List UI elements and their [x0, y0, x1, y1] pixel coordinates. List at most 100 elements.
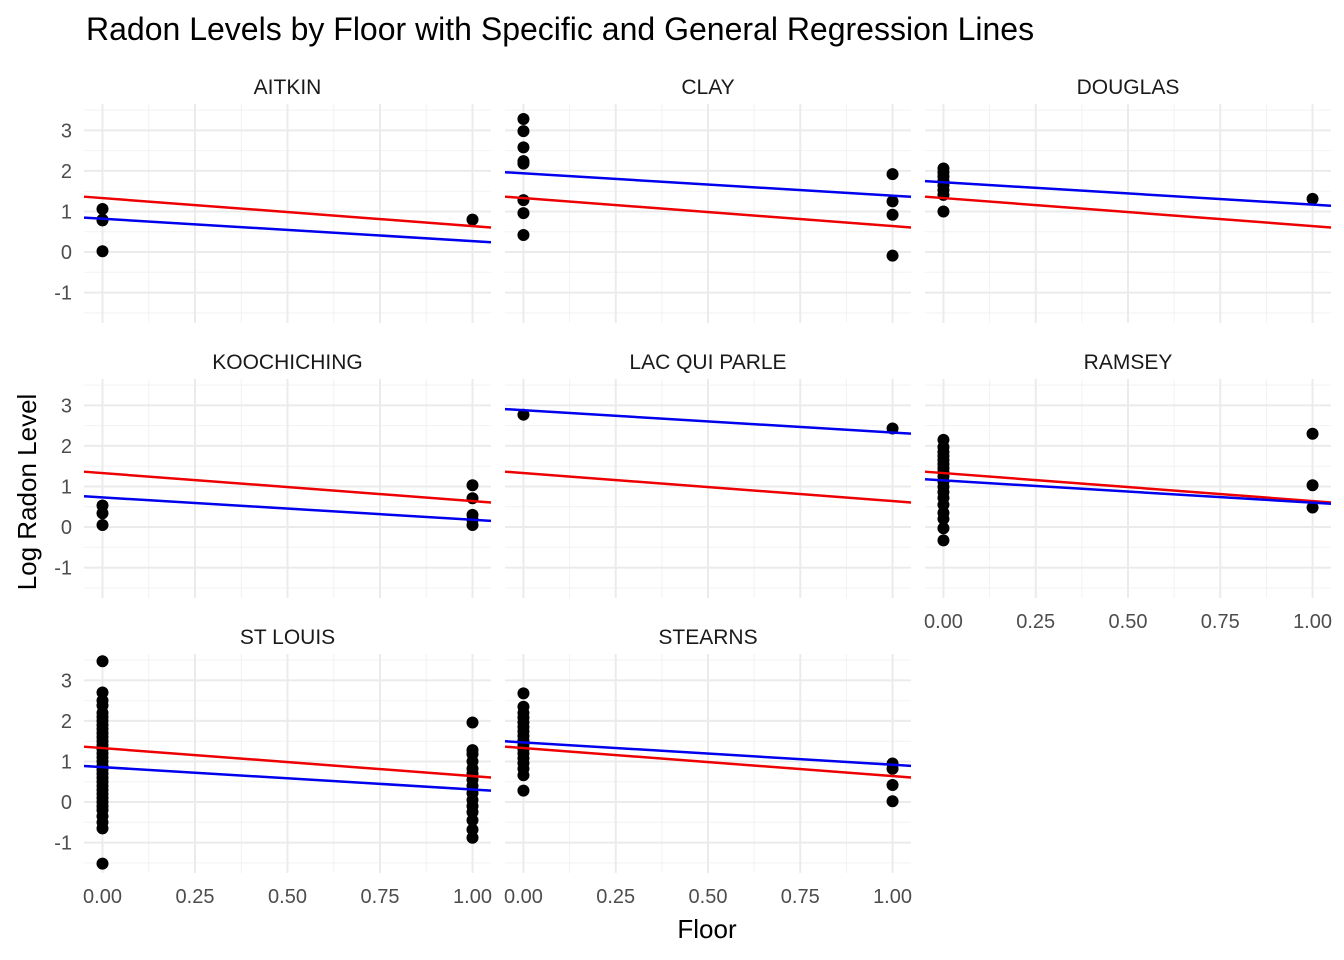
data-point — [96, 519, 109, 531]
x-tick-label: 0.25 — [176, 886, 215, 908]
facet-strip-label: STEARNS — [658, 626, 757, 649]
data-point — [517, 141, 530, 154]
facet-stearns: STEARNS 0.00 0.25 0.50 0.75 1.00 — [504, 626, 912, 908]
data-point — [466, 213, 479, 226]
x-tick-label: 0.00 — [504, 886, 543, 908]
x-tick-label: 1.00 — [873, 886, 912, 908]
data-point — [96, 822, 109, 835]
specific-regression-line — [504, 407, 912, 435]
x-tick-label: 0.50 — [689, 886, 728, 908]
data-point — [96, 203, 109, 216]
y-tick-label: 3 — [61, 395, 72, 417]
data-point — [517, 784, 530, 797]
facet-strip-label: RAMSEY — [1084, 351, 1173, 374]
x-tick-label: 0.50 — [268, 886, 307, 908]
data-point — [517, 408, 530, 421]
facet-aitkin: AITKIN -1 0 1 2 3 — [54, 76, 492, 323]
specific-regression-line — [83, 764, 492, 792]
x-tick-label: 0.00 — [924, 611, 963, 633]
data-point — [1306, 427, 1319, 440]
data-point — [937, 522, 950, 535]
general-regression-line — [504, 745, 912, 779]
data-point — [886, 168, 899, 181]
facet-ramsey: RAMSEY 0.00 0.25 0.50 0.75 1.00 — [924, 351, 1332, 633]
data-point — [1306, 479, 1319, 492]
x-tick-label: 0.00 — [83, 886, 122, 908]
data-point — [517, 113, 530, 126]
data-point — [466, 831, 479, 844]
y-tick-label: -1 — [54, 558, 72, 580]
data-point — [517, 157, 530, 170]
facet-lac-qui-parle: LAC QUI PARLE — [504, 351, 912, 598]
facet-clay: CLAY — [504, 76, 912, 323]
general-regression-line — [924, 195, 1332, 229]
data-point — [517, 194, 530, 207]
facet-strip-label: ST LOUIS — [240, 626, 335, 649]
specific-regression-line — [504, 740, 912, 768]
general-regression-line — [504, 470, 912, 504]
facet-strip-label: DOUGLAS — [1077, 76, 1180, 99]
data-point — [1306, 192, 1319, 205]
y-tick-label: 1 — [61, 751, 72, 773]
data-point — [517, 687, 530, 700]
facet-strip-label: KOOCHICHING — [212, 351, 363, 374]
specific-regression-line — [83, 495, 492, 523]
y-axis-label: Log Radon Level — [12, 394, 42, 591]
specific-regression-line — [924, 478, 1332, 506]
y-tick-label: -1 — [54, 833, 72, 855]
data-point — [96, 655, 109, 668]
y-tick-label: -1 — [54, 283, 72, 305]
data-point — [96, 507, 109, 520]
data-point — [96, 245, 109, 258]
y-tick-label: 0 — [61, 517, 72, 539]
data-point — [466, 479, 479, 492]
y-tick-label: 2 — [61, 161, 72, 183]
facet-panels: AITKIN -1 0 1 2 3 CLAY DOUGLAS KOOCHICHING -1 0 1 2 3… — [54, 76, 1332, 908]
x-tick-label: 1.00 — [1293, 611, 1332, 633]
facet-strip-label: CLAY — [681, 76, 734, 99]
x-tick-label: 0.50 — [1109, 611, 1148, 633]
y-tick-label: 3 — [61, 670, 72, 692]
x-tick-label: 0.25 — [1016, 611, 1055, 633]
data-point — [96, 214, 109, 227]
x-tick-label: 0.75 — [781, 886, 820, 908]
facet-st-louis: ST LOUIS -1 0 1 2 3 0.00 0.25 0.50 0.75 1.00 — [54, 626, 492, 908]
facet-koochiching: KOOCHICHING -1 0 1 2 3 — [54, 351, 492, 598]
x-tick-label: 1.00 — [453, 886, 492, 908]
y-tick-label: 2 — [61, 711, 72, 733]
x-tick-label: 0.75 — [361, 886, 400, 908]
data-point — [466, 716, 479, 729]
x-tick-label: 0.25 — [596, 886, 635, 908]
general-regression-line — [924, 470, 1332, 504]
data-point — [517, 125, 530, 138]
facet-strip-label: LAC QUI PARLE — [629, 351, 786, 374]
general-regression-line — [83, 195, 492, 229]
data-point — [517, 207, 530, 220]
y-tick-label: 1 — [61, 476, 72, 498]
data-point — [466, 519, 479, 531]
specific-regression-line — [924, 179, 1332, 207]
specific-regression-line — [83, 216, 492, 244]
x-axis-label: Floor — [677, 914, 737, 944]
specific-regression-line — [504, 170, 912, 199]
y-tick-label: 3 — [61, 120, 72, 142]
chart-title: Radon Levels by Floor with Specific and … — [86, 11, 1034, 47]
facet-douglas: DOUGLAS — [924, 76, 1332, 323]
y-tick-label: 0 — [61, 242, 72, 264]
data-point — [937, 534, 950, 547]
data-point — [466, 814, 479, 827]
general-regression-line — [83, 470, 492, 504]
data-point — [886, 195, 899, 208]
x-tick-label: 0.75 — [1201, 611, 1240, 633]
y-tick-label: 1 — [61, 201, 72, 223]
data-point — [886, 795, 899, 808]
general-regression-line — [83, 745, 492, 779]
data-point — [937, 205, 950, 218]
y-tick-label: 2 — [61, 436, 72, 458]
facet-strip-label: AITKIN — [254, 76, 322, 99]
data-point — [886, 249, 899, 262]
data-point — [517, 228, 530, 241]
data-point — [96, 857, 109, 870]
data-point — [937, 512, 950, 525]
